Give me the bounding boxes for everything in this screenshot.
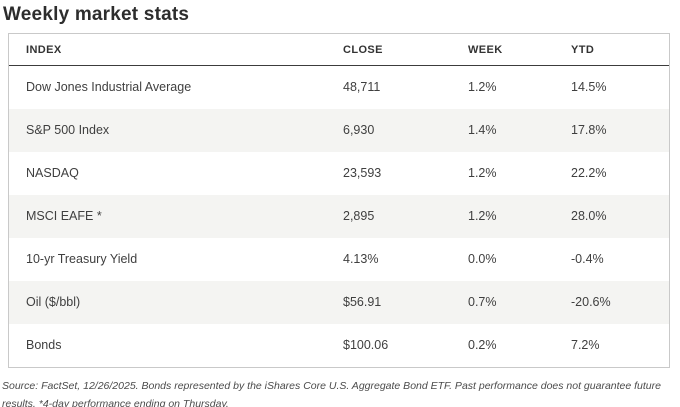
table-row-msci-eafe: MSCI EAFE * 2,895 1.2% 28.0%	[9, 194, 669, 238]
cell-close: 23,593	[343, 166, 382, 180]
column-header-index: INDEX	[9, 34, 343, 66]
cell-index: Dow Jones Industrial Average	[26, 80, 192, 95]
table-row-dow-jones: Dow Jones Industrial Average 48,711 1.2%…	[9, 66, 669, 109]
market-stats-table: INDEX CLOSE WEEK YTD Dow Jones Industria…	[9, 34, 669, 367]
cell-week: 1.4%	[468, 123, 497, 137]
cell-close: 6,930	[343, 123, 375, 137]
column-header-ytd: YTD	[571, 34, 669, 66]
table-body: Dow Jones Industrial Average 48,711 1.2%…	[9, 66, 669, 367]
cell-index: Bonds	[26, 338, 62, 352]
cell-close: $56.91	[343, 295, 382, 309]
cell-index: S&P 500 Index	[26, 123, 110, 137]
table-row-nasdaq: NASDAQ 23,593 1.2% 22.2%	[9, 152, 669, 195]
cell-week: 1.2%	[468, 80, 497, 95]
table-row-bonds: Bonds $100.06 0.2% 7.2%	[9, 324, 669, 367]
cell-index: Oil ($/bbl)	[26, 295, 81, 309]
cell-close: 2,895	[343, 209, 375, 223]
cell-ytd: 7.2%	[571, 338, 600, 352]
cell-ytd: 28.0%	[571, 209, 607, 223]
table-header: INDEX CLOSE WEEK YTD	[9, 34, 669, 66]
cell-week: 0.2%	[468, 338, 497, 352]
cell-week: 0.7%	[468, 295, 497, 309]
page-title: Weekly market stats	[3, 4, 190, 25]
cell-week: 0.0%	[468, 252, 497, 266]
cell-index: MSCI EAFE *	[26, 209, 102, 223]
column-header-close: CLOSE	[343, 34, 468, 66]
cell-close: 48,711	[343, 80, 381, 95]
cell-ytd: 17.8%	[571, 123, 607, 137]
table-row-treasury-yield: 10-yr Treasury Yield 4.13% 0.0% -0.4%	[9, 238, 669, 281]
cell-ytd: -20.6%	[571, 295, 611, 309]
cell-ytd: -0.4%	[571, 252, 604, 266]
cell-close: 4.13%	[343, 252, 379, 266]
table-header-row: INDEX CLOSE WEEK YTD	[9, 34, 669, 66]
cell-week: 1.2%	[468, 209, 497, 223]
cell-ytd: 22.2%	[571, 166, 607, 180]
cell-close: $100.06	[343, 338, 389, 352]
cell-index: NASDAQ	[26, 166, 79, 180]
cell-week: 1.2%	[468, 166, 497, 180]
source-footnote: Source: FactSet, 12/26/2025. Bonds repre…	[2, 379, 661, 407]
cell-ytd: 14.5%	[571, 80, 607, 95]
market-stats-table-container: INDEX CLOSE WEEK YTD Dow Jones Industria…	[8, 33, 670, 368]
table-row-sp500: S&P 500 Index 6,930 1.4% 17.8%	[9, 108, 669, 152]
table-row-oil: Oil ($/bbl) $56.91 0.7% -20.6%	[9, 280, 669, 324]
cell-index: 10-yr Treasury Yield	[26, 252, 138, 266]
column-header-week: WEEK	[468, 34, 571, 66]
